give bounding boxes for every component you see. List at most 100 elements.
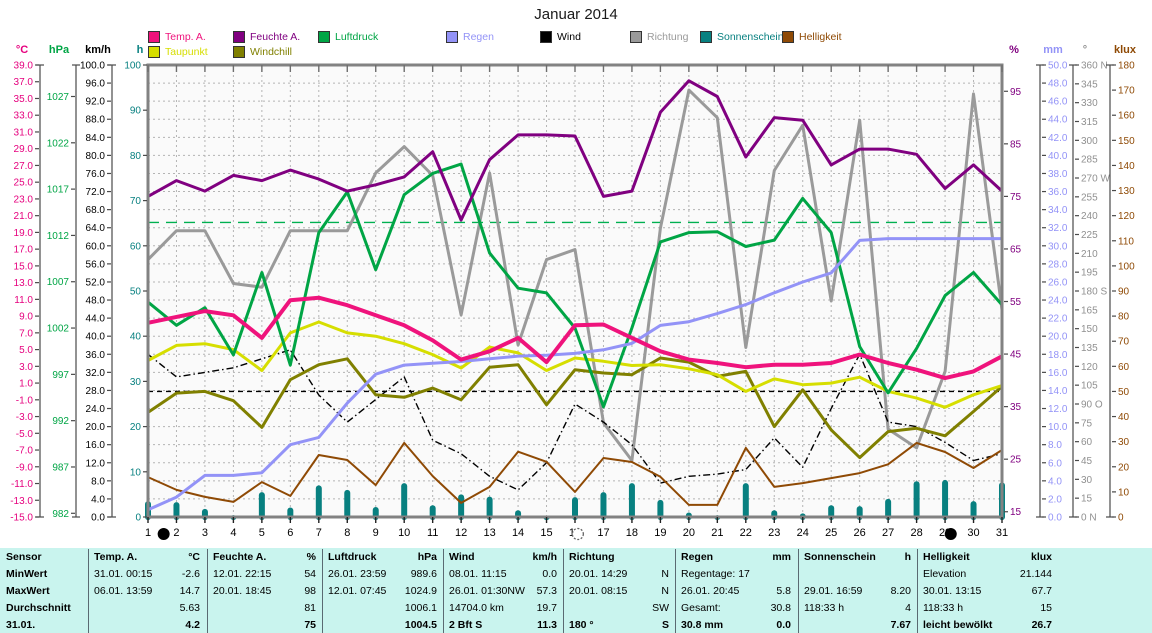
tick-label-hours: 80 [130, 151, 142, 162]
tick-label-celsius: 9.0 [19, 312, 33, 323]
tick-label-deg: 225 [1081, 230, 1098, 241]
axis-unit-hours: h [137, 44, 144, 56]
tick-label-mm: 44.0 [1048, 115, 1068, 126]
axis-unit-klux: klux [1114, 44, 1137, 56]
table-divider [88, 549, 89, 633]
tick-label-deg: 0 N [1081, 513, 1097, 524]
legend-item-regen[interactable]: Regen [446, 31, 494, 43]
tick-label-kmh: 92.0 [86, 97, 106, 108]
tick-label-deg: 300 [1081, 136, 1098, 147]
new-moon-icon [157, 528, 170, 540]
tick-label-mm: 42.0 [1048, 133, 1068, 144]
x-day-label: 19 [654, 527, 666, 539]
tick-label-deg: 135 [1081, 343, 1098, 354]
stat-text: 118:33 h [923, 602, 964, 614]
legend-item-taupunkt[interactable]: Taupunkt [148, 46, 208, 58]
tick-label-kmh: 88.0 [86, 115, 106, 126]
stat-text: 20.01. 18:45 [213, 585, 272, 597]
stat-col-title: Temp. A. [94, 551, 138, 563]
legend-item-sonnenschein[interactable]: Sonnenschein [700, 31, 784, 43]
legend-item-feuchte-a-[interactable]: Feuchte A. [233, 31, 300, 43]
stat-text: 30.01. 13:15 [923, 585, 982, 597]
sunshine-bar [657, 499, 664, 520]
tick-label-percent: 75 [1010, 192, 1022, 203]
table-divider [675, 549, 676, 633]
series-richtung [146, 88, 1004, 462]
tick-label-mm: 14.0 [1048, 386, 1068, 397]
tick-label-hours: 30 [130, 377, 142, 388]
legend-item-wind[interactable]: Wind [540, 31, 581, 43]
sunshine-bar [913, 481, 920, 520]
stat-text: 118:33 h [804, 602, 845, 614]
stat-value: 26.7 [1031, 619, 1052, 631]
axis-unit-deg: ° [1083, 44, 1087, 56]
stat-col-unit: klux [1030, 551, 1052, 563]
legend-label: Temp. A. [165, 31, 206, 43]
tick-label-hours: 40 [130, 332, 142, 343]
stat-value: 57.3 [536, 585, 557, 597]
tick-label-deg: 195 [1081, 268, 1098, 279]
tick-label-mm: 16.0 [1048, 368, 1068, 379]
table-divider [322, 549, 323, 633]
legend-label: Wind [557, 31, 581, 43]
stat-text: 06.01. 13:59 [94, 585, 153, 597]
tick-label-kmh: 16.0 [86, 440, 106, 451]
tick-label-celsius: 27.0 [14, 161, 34, 172]
series-helligkeit [147, 441, 1003, 506]
tick-label-celsius: 5.0 [19, 345, 33, 356]
tick-label-celsius: 31.0 [14, 127, 34, 138]
tick-label-deg: 15 [1081, 494, 1093, 505]
legend-item-temp-a-[interactable]: Temp. A. [148, 31, 206, 43]
tick-label-deg: 345 [1081, 79, 1098, 90]
stat-value: 5.8 [776, 585, 791, 597]
legend-swatch [233, 46, 245, 58]
tick-label-kmh: 52.0 [86, 277, 106, 288]
stat-value: 19.7 [536, 602, 557, 614]
tick-label-celsius: 23.0 [14, 194, 34, 205]
tick-label-klux: 90 [1118, 287, 1130, 298]
x-day-label: 5 [259, 527, 265, 539]
full-moon-icon [571, 527, 584, 541]
stat-text: 180 ° [569, 619, 594, 631]
table-divider [443, 549, 444, 633]
axis-unit-kmh: km/h [85, 44, 111, 56]
tick-label-kmh: 0.0 [91, 513, 105, 524]
tick-label-mm: 34.0 [1048, 205, 1068, 216]
legend-label: Windchill [250, 46, 293, 58]
stat-value: 989.6 [410, 568, 437, 580]
tick-label-deg: 105 [1081, 381, 1098, 392]
sunshine-bar [344, 489, 351, 520]
tick-label-celsius: -13.0 [10, 496, 33, 507]
tick-label-klux: 150 [1118, 136, 1135, 147]
stat-text: Elevation [923, 568, 967, 580]
tick-label-hpa: 997 [52, 370, 69, 381]
tick-label-kmh: 72.0 [86, 187, 106, 198]
sunshine-bar [628, 483, 635, 520]
legend-item-richtung[interactable]: Richtung [630, 31, 688, 43]
tick-label-deg: 180 S [1081, 287, 1107, 298]
x-day-label: 18 [626, 527, 638, 539]
stat-col-title: Richtung [569, 551, 615, 563]
stat-value: 7.67 [890, 619, 911, 631]
legend-item-windchill[interactable]: Windchill [233, 46, 292, 58]
tick-label-mm: 6.0 [1048, 458, 1062, 469]
tick-label-hpa: 1017 [47, 185, 70, 196]
legend-label: Richtung [647, 31, 689, 43]
tick-label-kmh: 68.0 [86, 205, 106, 216]
legend-item-helligkeit[interactable]: Helligkeit [782, 31, 842, 43]
tick-label-mm: 12.0 [1048, 404, 1068, 415]
tick-label-kmh: 56.0 [86, 259, 106, 270]
series-windchill [147, 356, 1003, 460]
table-divider [798, 549, 799, 633]
stat-value: 11.3 [537, 619, 557, 631]
stat-value: 75 [304, 619, 316, 631]
stat-value: 4 [905, 602, 911, 614]
stat-col-title: Regen [681, 551, 714, 563]
tick-label-hpa: 1012 [47, 231, 70, 242]
legend-label: Helligkeit [799, 31, 842, 43]
x-day-label: 30 [967, 527, 979, 539]
stat-value: 0.0 [776, 619, 791, 631]
stat-col-title: Wind [449, 551, 475, 563]
legend-item-luftdruck[interactable]: Luftdruck [318, 31, 378, 43]
